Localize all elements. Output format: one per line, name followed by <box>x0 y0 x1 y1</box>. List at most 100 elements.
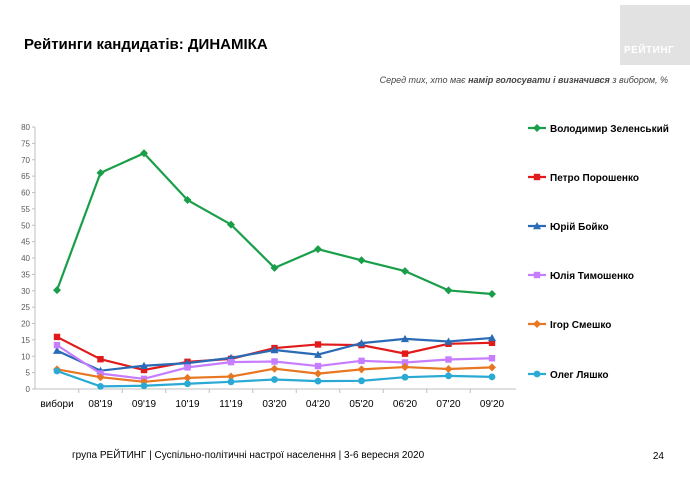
subtitle-prefix: Серед тих, хто має <box>379 75 469 85</box>
data-point <box>53 367 61 375</box>
logo-text: РЕЙТИНГ <box>624 45 675 56</box>
data-point <box>184 364 191 371</box>
y-tick-label: 55 <box>21 205 30 214</box>
data-point <box>53 333 61 341</box>
x-tick-label: 09'20 <box>480 399 505 410</box>
chart-axes: 0 5 10 15 20 25 30 35 40 45 50 55 60 65 70 75 80 вибори 08… <box>21 123 516 410</box>
data-point <box>53 341 61 349</box>
data-point <box>533 370 541 378</box>
series-6 <box>53 367 496 390</box>
legend-entry: Петро Порошенко <box>528 173 639 184</box>
data-point <box>401 359 409 366</box>
data-point <box>227 378 235 386</box>
data-point <box>140 149 148 158</box>
data-point <box>401 267 409 276</box>
data-point <box>488 355 496 362</box>
data-point <box>270 364 279 373</box>
data-point <box>488 333 496 342</box>
legend-entry: Ігор Смешко <box>528 320 611 331</box>
legend-entry: Олег Ляшко <box>528 370 609 381</box>
chart-title: Рейтинги кандидатів: ДИНАМІКА <box>24 36 268 53</box>
data-point <box>140 382 148 390</box>
y-tick-label: 65 <box>21 172 30 181</box>
data-point <box>401 363 409 372</box>
data-point <box>444 365 453 374</box>
data-point <box>314 369 322 378</box>
data-point <box>488 290 496 299</box>
data-point <box>533 124 541 132</box>
data-point <box>358 357 365 365</box>
y-tick-label: 15 <box>21 336 30 345</box>
data-point <box>488 373 496 381</box>
x-tick-label: 07'20 <box>436 399 461 410</box>
x-tick-label: вибори <box>40 398 73 410</box>
data-point <box>270 263 279 272</box>
data-point <box>314 245 322 254</box>
subtitle-suffix: з вибором, % <box>609 75 668 85</box>
data-point <box>444 286 453 295</box>
x-tick-label: 06'20 <box>393 399 418 410</box>
data-point <box>140 366 148 374</box>
subtitle-bold: намір голосувати і визначився <box>468 75 610 85</box>
page-number: 24 <box>652 451 664 462</box>
legend-entry: Юрій Бойко <box>528 222 609 233</box>
data-point <box>97 355 104 363</box>
x-tick-label: 11'19 <box>219 399 243 410</box>
x-tick-label: 04'20 <box>306 399 331 410</box>
data-point <box>533 271 541 279</box>
data-point <box>271 358 278 365</box>
data-point <box>533 222 541 230</box>
legend-label: Юлія Тимошенко <box>550 271 634 282</box>
legend-entry: Юлія Тимошенко <box>528 271 634 282</box>
data-point <box>97 382 104 390</box>
x-tick-label: 09'19 <box>132 399 157 410</box>
data-point <box>183 373 192 382</box>
x-tick-label: 10'19 <box>175 399 200 410</box>
data-point <box>445 372 452 380</box>
y-tick-label: 75 <box>21 139 30 148</box>
data-point <box>227 220 235 229</box>
data-point <box>183 196 192 205</box>
data-point <box>96 168 105 177</box>
y-tick-label: 60 <box>21 189 30 198</box>
line-chart: 0 5 10 15 20 25 30 35 40 45 50 55 60 65 70 75 80 вибори 08… <box>21 123 669 410</box>
data-point <box>270 346 279 354</box>
data-point <box>271 376 278 383</box>
y-tick-label: 10 <box>21 352 30 361</box>
y-tick-label: 80 <box>21 123 30 132</box>
series-line <box>55 152 493 296</box>
series-1 <box>53 149 496 299</box>
data-point <box>314 377 322 385</box>
data-point <box>488 339 496 347</box>
data-point <box>358 377 365 385</box>
y-tick-label: 50 <box>21 221 30 230</box>
y-tick-label: 20 <box>21 320 30 329</box>
data-point <box>184 380 191 388</box>
x-tick-label: 08'19 <box>88 399 113 410</box>
data-point <box>314 362 322 370</box>
data-point <box>53 286 61 295</box>
data-point <box>314 341 322 348</box>
legend-label: Юрій Бойко <box>550 222 609 233</box>
data-point <box>96 373 105 382</box>
y-tick-label: 70 <box>21 156 30 165</box>
y-tick-label: 35 <box>21 270 30 279</box>
data-point <box>401 373 409 381</box>
chart-legend: Володимир Зеленський Петро Порошенко Юрій … <box>528 124 669 381</box>
y-tick-label: 25 <box>21 303 30 312</box>
data-point <box>227 372 235 381</box>
data-point <box>357 339 366 347</box>
legend-entry: Володимир Зеленський <box>528 124 669 135</box>
x-tick-label: 05'20 <box>349 399 374 410</box>
y-tick-label: 5 <box>26 369 31 378</box>
y-tick-label: 30 <box>21 287 30 296</box>
data-point <box>357 365 366 374</box>
data-point <box>53 346 61 354</box>
data-point <box>357 256 366 265</box>
data-point <box>444 337 453 345</box>
legend-label: Петро Порошенко <box>550 173 639 184</box>
x-tick-label: 03'20 <box>262 399 287 410</box>
legend-label: Ігор Смешко <box>550 320 611 331</box>
data-point <box>533 320 541 328</box>
data-point <box>488 363 496 372</box>
